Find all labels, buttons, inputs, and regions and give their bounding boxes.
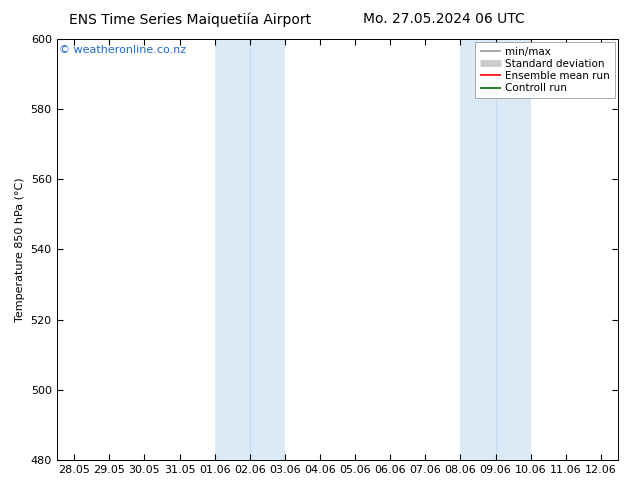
Text: Mo. 27.05.2024 06 UTC: Mo. 27.05.2024 06 UTC	[363, 12, 525, 26]
Bar	[460, 39, 531, 460]
Text: © weatheronline.co.nz: © weatheronline.co.nz	[60, 45, 186, 55]
Text: ENS Time Series Maiquetiía Airport: ENS Time Series Maiquetiía Airport	[69, 12, 311, 27]
Y-axis label: Temperature 850 hPa (°C): Temperature 850 hPa (°C)	[15, 177, 25, 321]
Legend: min/max, Standard deviation, Ensemble mean run, Controll run: min/max, Standard deviation, Ensemble me…	[476, 42, 616, 98]
Bar	[215, 39, 285, 460]
